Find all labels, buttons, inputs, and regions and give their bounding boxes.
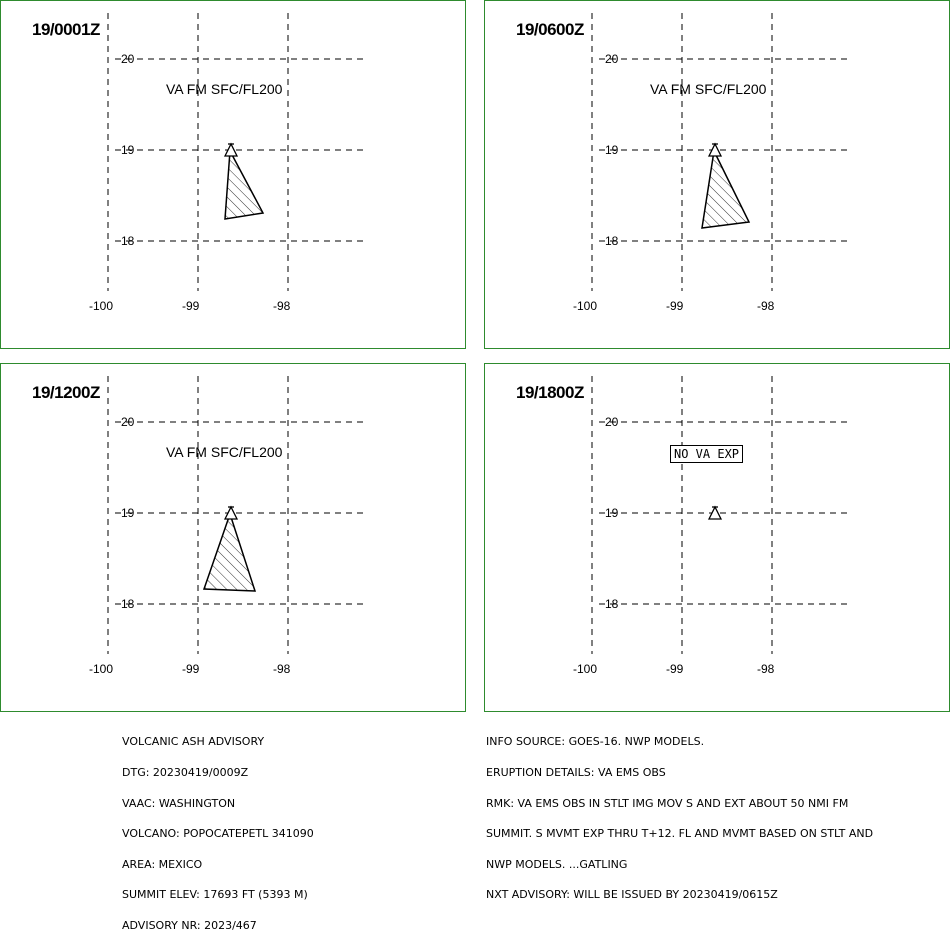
advisory-info-block: INFO SOURCE: GOES-16. NWP MODELS. ERUPTI… [486,717,873,911]
ash-level-label: VA FM SFC/FL200 [166,444,283,460]
lat-label-18: 18 [605,234,619,248]
lat-label-19: 19 [121,506,135,520]
map-grid [107,376,363,654]
info-line: ERUPTION DETAILS: VA EMS OBS [486,766,666,779]
lon-label-99: -99 [182,662,200,676]
advisory-line: DTG: 20230419/0009Z [122,766,249,779]
info-line: INFO SOURCE: GOES-16. NWP MODELS. [486,735,705,749]
lat-label-20: 20 [121,52,135,66]
ash-cloud-polygon [202,511,257,592]
info-line: NXT ADVISORY: WILL BE ISSUED BY 20230419… [486,888,778,902]
lat-label-20: 20 [605,52,619,66]
info-line: RMK: VA EMS OBS IN STLT IMG MOV S AND EX… [486,796,849,810]
lat-label-18: 18 [605,597,619,611]
lat-label-19: 19 [121,143,135,157]
volcano-icon [707,142,723,157]
panel-time-title: 19/1200Z [32,383,100,402]
ash-cloud-polygon [224,148,265,220]
volcano-icon [223,505,239,520]
lon-label-100: -100 [89,662,114,676]
lon-label-98: -98 [273,299,291,313]
lon-label-98: -98 [273,662,291,676]
lat-label-18: 18 [121,234,135,248]
advisory-header-block: VOLCANIC ASH ADVISORY DTG: 20230419/0009… [122,717,314,941]
map-grid [107,13,363,291]
volcano-icon [223,142,239,157]
advisory-line: AREA: MEXICO [122,857,203,871]
advisory-line: ADVISORY NR: 2023/467 [122,918,257,932]
lon-label-98: -98 [757,662,775,676]
lat-label-19: 19 [605,506,619,520]
lat-label-20: 20 [121,415,135,429]
forecast-panel-t6: 19/0600Z 20 19 18 -100 -99 -98 VA FM SFC… [484,0,950,349]
lon-label-99: -99 [666,299,684,313]
forecast-panel-t0: 19/0001Z 20 19 18 -100 -99 -98 VA FM SFC… [0,0,466,349]
ash-level-label: VA FM SFC/FL200 [166,81,283,97]
info-line: NWP MODELS. ...GATLING [486,857,628,871]
lat-label-18: 18 [121,597,135,611]
lon-label-99: -99 [182,299,200,313]
volcano-icon [707,505,723,520]
lat-label-19: 19 [605,143,619,157]
advisory-line: VOLCANIC ASH ADVISORY [122,735,265,749]
lon-label-100: -100 [573,299,598,313]
advisory-line: SUMMIT ELEV: 17693 FT (5393 M) [122,888,308,902]
panel-time-title: 19/1800Z [516,383,584,402]
lat-label-20: 20 [605,415,619,429]
info-line: SUMMIT. S MVMT EXP THRU T+12. FL AND MVM… [486,827,874,841]
map-grid [591,13,847,291]
panel-time-title: 19/0001Z [32,20,100,39]
lon-label-98: -98 [757,299,775,313]
ash-level-label: VA FM SFC/FL200 [650,81,767,97]
map-grid [591,376,847,654]
forecast-panel-t18: 19/1800Z 20 19 18 -100 -99 -98 NO VA EXP [484,363,950,712]
advisory-line: VOLCANO: POPOCATEPETL 341090 [122,827,314,841]
ash-cloud-polygon [701,148,751,229]
panel-time-title: 19/0600Z [516,20,584,39]
lon-label-100: -100 [89,299,114,313]
no-ash-expected-label: NO VA EXP [670,445,744,463]
forecast-panel-t12: 19/1200Z 20 19 18 -100 -99 -98 VA FM SFC… [0,363,466,712]
lon-label-99: -99 [666,662,684,676]
advisory-line: VAAC: WASHINGTON [122,796,236,810]
lon-label-100: -100 [573,662,598,676]
